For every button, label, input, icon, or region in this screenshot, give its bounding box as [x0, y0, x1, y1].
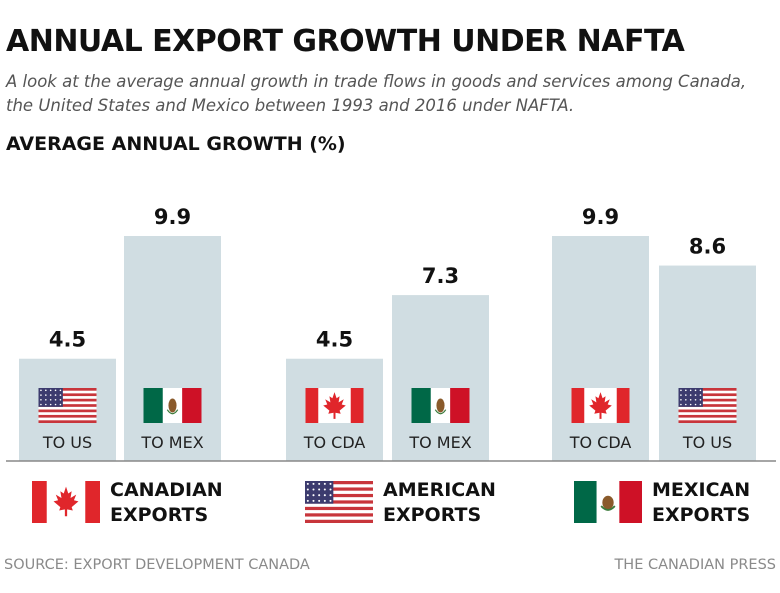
- legend-american-line2: EXPORTS: [383, 504, 482, 526]
- source-note: SOURCE: EXPORT DEVELOPMENT CANADA: [4, 557, 310, 573]
- us-flag-icon: [305, 481, 373, 523]
- legend-canadian-line2: EXPORTS: [110, 504, 209, 526]
- credit-note: THE CANADIAN PRESS: [614, 557, 776, 573]
- bar-mexican-to-cda: [552, 236, 649, 461]
- chart-title: ANNUAL EXPORT GROWTH UNDER NAFTA: [6, 24, 685, 59]
- category-label-mexican-to-us: TO US: [682, 433, 732, 452]
- mexico-flag-icon: [411, 388, 470, 423]
- bar-mexican-to-us: [659, 265, 756, 461]
- legend-mexican-line1: MEXICAN: [652, 479, 751, 501]
- chart-subtitle: A look at the average annual growth in t…: [6, 72, 747, 115]
- category-label-canadian-to-mex: TO MEX: [140, 433, 203, 452]
- legend-mexican-exports: MEXICAN EXPORTS: [574, 476, 774, 526]
- bars-layer: 4.5 TO US 9.9 TO MEX 4.5 TO CDA 7.3 TO MEX 9.9 TO…: [19, 205, 756, 461]
- value-label-canadian-to-us: 4.5: [49, 328, 86, 352]
- y-axis-title: AVERAGE ANNUAL GROWTH (%): [6, 133, 346, 155]
- canada-flag-icon: [571, 388, 630, 423]
- category-label-mexican-to-cda: TO CDA: [569, 433, 632, 452]
- value-label-canadian-to-mex: 9.9: [154, 205, 191, 229]
- category-label-canadian-to-us: TO US: [42, 433, 92, 452]
- legend-mexican-line2: EXPORTS: [652, 504, 751, 526]
- bar-american-to-mex: [392, 295, 489, 461]
- bar-canadian-to-mex: [124, 236, 221, 461]
- mexico-flag-icon: [143, 388, 202, 423]
- category-label-american-to-mex: TO MEX: [408, 433, 471, 452]
- mexico-flag-icon: [574, 481, 642, 523]
- category-label-american-to-cda: TO CDA: [303, 433, 366, 452]
- legend-canadian-exports: CANADIAN EXPORTS: [32, 476, 242, 526]
- legend-american-line1: AMERICAN: [383, 479, 496, 501]
- legend-american-exports: AMERICAN EXPORTS: [305, 476, 505, 526]
- canada-flag-icon: [32, 481, 100, 523]
- us-flag-icon: [678, 388, 737, 423]
- value-label-mexican-to-cda: 9.9: [582, 205, 619, 229]
- value-label-american-to-mex: 7.3: [422, 264, 459, 288]
- legend-canadian-line1: CANADIAN: [110, 479, 223, 501]
- us-flag-icon: [38, 388, 97, 423]
- bar-chart: 4.5 TO US 9.9 TO MEX 4.5 TO CDA 7.3 TO MEX 9.9 TO…: [6, 205, 776, 462]
- value-label-american-to-cda: 4.5: [316, 328, 353, 352]
- value-label-mexican-to-us: 8.6: [689, 235, 726, 259]
- canada-flag-icon: [305, 388, 364, 423]
